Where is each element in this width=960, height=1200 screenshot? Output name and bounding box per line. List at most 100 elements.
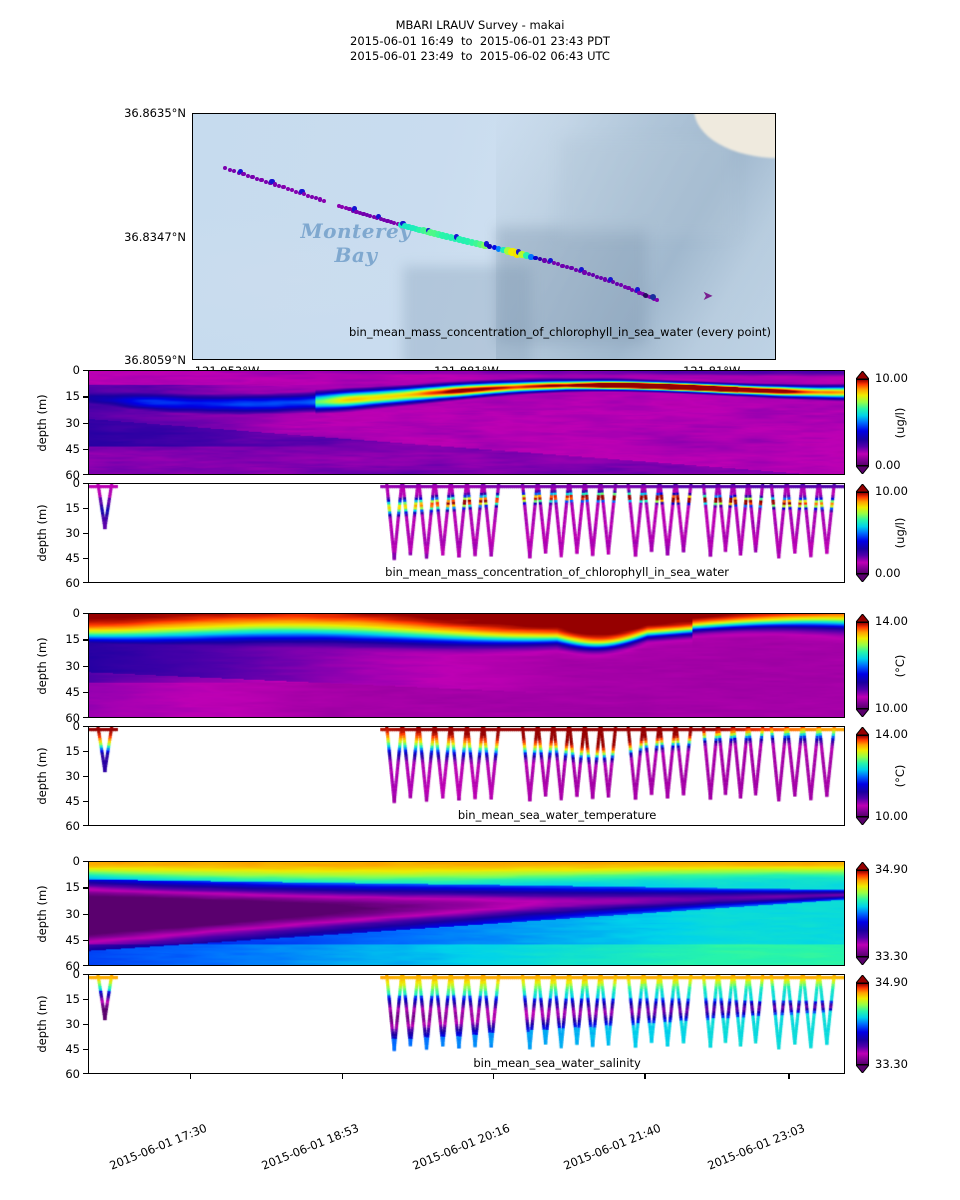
- track-point-raw: [351, 206, 358, 212]
- track-point: [285, 186, 290, 191]
- depth-tick-mark: [83, 801, 88, 803]
- track-point-raw: [547, 257, 554, 264]
- track-point: [294, 189, 299, 194]
- chlorophyll-scatter-plot[interactable]: bin_mean_mass_concentration_of_chlorophy…: [88, 483, 845, 583]
- temperature-scatter-caption: bin_mean_sea_water_temperature: [457, 808, 657, 822]
- colorbar-max-label: 14.00: [875, 727, 908, 741]
- chlorophyll-contour-field: [89, 371, 844, 474]
- depth-tick-label: 0: [72, 476, 80, 490]
- track-point: [630, 287, 635, 292]
- colorbar-over-arrow: [856, 975, 869, 983]
- temperature-scatter-plot[interactable]: bin_mean_sea_water_temperature: [88, 726, 845, 826]
- track-point: [517, 250, 526, 259]
- temperature-contour-plot[interactable]: [88, 613, 845, 718]
- survey-map-panel[interactable]: Monterey Bay ➤ bin_mean_mass_concentrati…: [192, 113, 776, 360]
- depth-tick-label: 30: [65, 906, 80, 921]
- track-point: [477, 241, 485, 249]
- depth-tick-mark: [83, 999, 88, 1001]
- track-point: [281, 185, 286, 190]
- track-point: [495, 246, 502, 252]
- depth-tick-mark: [83, 422, 88, 424]
- depth-tick-mark: [83, 508, 88, 510]
- depth-tick-label: 15: [65, 880, 80, 895]
- colorbar-max-label: 34.90: [875, 975, 908, 989]
- track-point: [503, 247, 512, 255]
- depth-axis-title: depth (m): [35, 747, 49, 805]
- track-point: [582, 270, 587, 275]
- title-line-2: 2015-06-01 16:49 to 2015-06-01 23:43 PDT: [350, 33, 610, 48]
- track-point: [472, 240, 480, 248]
- colorbar-gradient: [856, 983, 869, 1065]
- track-point: [385, 219, 390, 224]
- depth-tick-mark: [83, 448, 88, 451]
- track-point: [223, 166, 228, 171]
- track-point: [542, 258, 547, 263]
- track-point: [347, 207, 352, 212]
- colorbar-min-label: 0.00: [875, 458, 901, 472]
- depth-tick-label: 15: [65, 389, 80, 404]
- track-point: [611, 280, 616, 285]
- colorbar-max-label: 14.00: [875, 614, 908, 628]
- colorbar-over-arrow: [856, 727, 869, 735]
- colorbar-gradient: [856, 379, 869, 466]
- track-point: [626, 286, 631, 291]
- depth-tick-mark: [83, 716, 88, 718]
- track-point: [263, 179, 269, 184]
- track-point: [447, 234, 455, 241]
- track-point: [314, 196, 319, 201]
- track-point: [361, 211, 366, 216]
- track-point: [381, 218, 387, 223]
- temperature-scatter-points: [89, 727, 844, 825]
- depth-tick-label: 30: [65, 415, 80, 430]
- track-point: [560, 263, 565, 268]
- track-point: [272, 182, 277, 187]
- depth-tick-label: 0: [72, 363, 80, 377]
- depth-tick-mark: [83, 613, 88, 615]
- track-point: [532, 255, 538, 261]
- track-point-raw: [483, 241, 490, 247]
- colorbar-over-arrow: [856, 371, 869, 379]
- map-caption: bin_mean_mass_concentration_of_chlorophy…: [349, 325, 771, 339]
- track-point: [277, 183, 282, 189]
- track-point-raw: [237, 168, 244, 175]
- map-place-label-line2: Bay: [334, 243, 378, 268]
- track-point: [392, 221, 397, 226]
- depth-tick-mark: [83, 751, 88, 753]
- track-point: [289, 188, 295, 193]
- depth-tick-label: 45: [65, 684, 80, 699]
- colorbar-unit-label: (ug/l): [893, 517, 907, 549]
- track-point: [443, 233, 451, 241]
- salinity-contour-plot[interactable]: [88, 861, 845, 966]
- map-hill-shade-2: [402, 265, 531, 359]
- salinity-contour-colorbar: 34.90 33.30: [850, 861, 960, 966]
- track-point: [310, 194, 315, 200]
- track-point: [388, 220, 394, 225]
- track-point: [564, 264, 570, 270]
- track-point: [371, 214, 376, 220]
- salinity-scatter-plot[interactable]: bin_mean_sea_water_salinity: [88, 974, 845, 1074]
- depth-tick-mark: [83, 558, 88, 560]
- map-place-label: Monterey Bay: [228, 219, 484, 267]
- depth-axis-title: depth (m): [35, 504, 49, 562]
- chlorophyll-contour-colorbar: 10.00 0.00 (ug/l): [850, 370, 960, 475]
- depth-tick-mark: [83, 533, 88, 535]
- track-point: [259, 178, 264, 183]
- track-point: [599, 275, 604, 281]
- track-point-raw: [375, 213, 382, 220]
- auv-vehicle-marker: ➤: [702, 289, 714, 305]
- chlorophyll-contour-plot[interactable]: [88, 370, 845, 475]
- depth-tick-mark: [83, 581, 88, 583]
- track-point: [431, 230, 439, 238]
- depth-tick-label: 30: [65, 526, 80, 540]
- colorbar-max-label: 10.00: [875, 484, 908, 498]
- colorbar-under-arrow: [856, 817, 869, 825]
- track-point: [435, 231, 443, 239]
- chlorophyll-scatter-colorbar: 10.00 0.00 (ug/l): [850, 483, 960, 583]
- track-point: [594, 274, 600, 279]
- depth-tick-mark: [83, 396, 88, 398]
- depth-axis-title: depth (m): [35, 995, 49, 1053]
- chlorophyll-scatter-caption: bin_mean_mass_concentration_of_chlorophy…: [385, 565, 730, 579]
- depth-tick-mark: [83, 974, 88, 976]
- track-point: [255, 176, 260, 181]
- time-tick-mark: [341, 1074, 343, 1079]
